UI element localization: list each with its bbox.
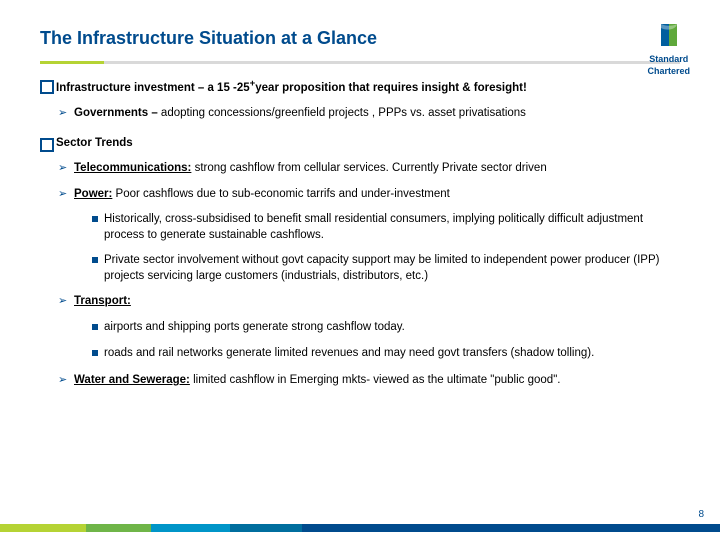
text: Historically, cross-subsidised to benefi… (104, 213, 643, 241)
bullet-governments: Governments – adopting concessions/green… (58, 106, 680, 122)
text: Poor cashflows due to sub-economic tarri… (112, 188, 450, 200)
stripe-4 (230, 524, 302, 532)
logo-text-1: Standard (647, 55, 690, 65)
page-title: The Infrastructure Situation at a Glance (40, 28, 680, 49)
text: year proposition that requires insight &… (255, 82, 527, 94)
logo-text-2: Chartered (647, 67, 690, 77)
page-number: 8 (698, 509, 704, 520)
text: airports and shipping ports generate str… (104, 321, 405, 333)
label: Telecommunications: (74, 162, 191, 174)
bullet-transport-sub1: airports and shipping ports generate str… (92, 320, 680, 336)
text: adopting concessions/greenfield projects… (161, 107, 526, 119)
bullet-transport: Transport: (58, 294, 680, 310)
bullet-transport-sub2: roads and rail networks generate limited… (92, 346, 680, 362)
text: Sector Trends (56, 137, 133, 149)
text: Private sector involvement without govt … (104, 254, 659, 282)
text: Infrastructure investment – a 15 -25 (56, 82, 250, 94)
text: limited cashflow in Emerging mkts- viewe… (190, 374, 561, 386)
text: roads and rail networks generate limited… (104, 347, 594, 359)
bullet-power-sub2: Private sector involvement without govt … (92, 253, 680, 284)
stripe-1 (0, 524, 86, 532)
bullet-power-sub1: Historically, cross-subsidised to benefi… (92, 212, 680, 243)
header: The Infrastructure Situation at a Glance… (0, 0, 720, 57)
text: strong cashflow from cellular services. … (191, 162, 546, 174)
footer-stripe (0, 524, 720, 532)
bullet-infra-investment: Infrastructure investment – a 15 -25+yea… (40, 78, 680, 96)
stripe-3 (151, 524, 230, 532)
stripe-2 (86, 524, 151, 532)
bullet-sector-trends: Sector Trends (40, 136, 680, 152)
label: Power: (74, 188, 112, 200)
stripe-5 (302, 524, 720, 532)
label: Water and Sewerage: (74, 374, 190, 386)
content-body: Infrastructure investment – a 15 -25+yea… (0, 64, 720, 389)
text-bold: Governments – (74, 107, 161, 119)
bullet-power: Power: Poor cashflows due to sub-economi… (58, 187, 680, 203)
logo-icon (658, 22, 680, 48)
bullet-telecom: Telecommunications: strong cashflow from… (58, 161, 680, 177)
label: Transport: (74, 295, 131, 307)
bullet-water: Water and Sewerage: limited cashflow in … (58, 373, 680, 389)
brand-logo: Standard Chartered (647, 22, 690, 77)
